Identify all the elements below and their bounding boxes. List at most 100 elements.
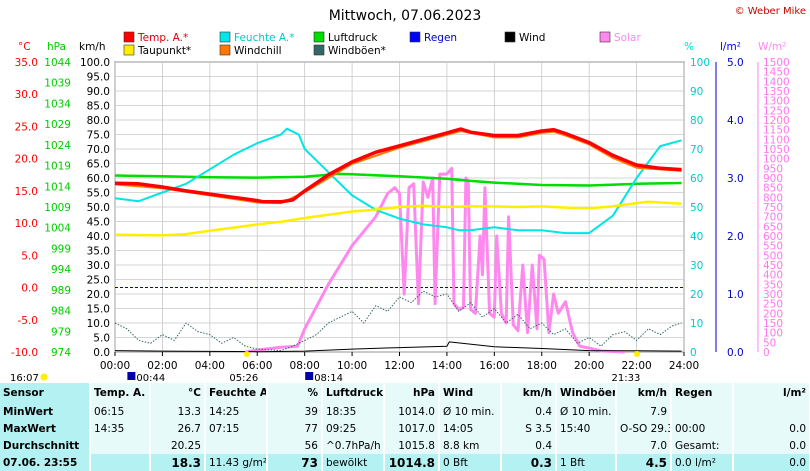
table-cell: 0.0 l/m²	[671, 454, 734, 471]
pressure-tick-label: 1039	[44, 78, 71, 90]
table-cell: 0.4	[501, 437, 557, 454]
wind-tick-label: 85.0	[87, 101, 110, 113]
table-cell: km/h	[501, 383, 557, 403]
sunrise-icon	[243, 351, 250, 357]
humidity-tick-label: 100	[690, 57, 710, 69]
solar-tick-label: 250	[763, 299, 783, 311]
table-cell: 0.0	[733, 420, 810, 437]
solar-tick-label: 1450	[763, 67, 790, 79]
wind-tick-label: 35.0	[87, 246, 110, 258]
sunrise-time: 05:26	[229, 373, 258, 383]
solar-tick-label: 900	[763, 173, 783, 185]
table-cell: 09:25	[322, 420, 385, 437]
solar-tick-label: 500	[763, 250, 783, 262]
table-cell: 0.4	[501, 403, 557, 420]
sun-marker-time: 08:14	[314, 373, 343, 383]
solar-tick-label: 700	[763, 212, 783, 224]
chart-legend: Temp. A.* Feuchte A.* Luftdruck Regen Wind So…	[123, 31, 641, 57]
solar-tick-label: 300	[763, 289, 783, 301]
pressure-tick-label: 1034	[44, 98, 71, 110]
wind-axis-unit: km/h	[79, 41, 106, 53]
legend-label: Wind	[519, 32, 545, 44]
humidity-axis-unit: %	[684, 41, 694, 53]
legend-swatch	[219, 31, 231, 43]
table-row: 07.06. 23:55 18.3 11.43 g/m² 73 bewölkt 1014.…	[0, 454, 810, 471]
temp-tick-label: 20.0	[15, 154, 38, 166]
solar-tick-label: 200	[763, 308, 783, 320]
table-cell	[733, 403, 810, 420]
series-windb-en	[114, 290, 682, 352]
pressure-tick-label: 974	[51, 347, 71, 359]
wind-tick-label: 45.0	[87, 217, 110, 229]
wind-tick-label: 60.0	[87, 173, 110, 185]
series-wind	[114, 341, 682, 353]
x-tick-label: 12:00	[384, 360, 414, 372]
x-tick-label: 00:00	[100, 360, 130, 372]
pressure-tick-label: 1024	[44, 140, 71, 152]
table-cell: bewölkt	[322, 454, 385, 471]
x-tick-label: 14:00	[432, 360, 462, 372]
rain-tick-label: 1.0	[727, 289, 744, 301]
chart-series	[114, 127, 682, 354]
rain-tick-label: 5.0	[727, 57, 744, 69]
pressure-tick-label: 979	[51, 326, 71, 338]
solar-tick-label: 450	[763, 260, 783, 272]
table-cell: 1 Bft	[556, 454, 617, 471]
legend-swatch	[123, 44, 135, 56]
solar-tick-label: 600	[763, 231, 783, 243]
solar-tick-label: 50	[763, 337, 776, 349]
table-cell: 18:35	[322, 403, 385, 420]
x-tick-label: 16:00	[479, 360, 509, 372]
table-cell: 1014.0	[384, 403, 440, 420]
solar-tick-label: 1100	[763, 134, 790, 146]
axis-units: °C hPa km/h% l/m² W/m²	[18, 41, 786, 53]
pressure-tick-label: 1009	[44, 202, 71, 214]
pressure-axis-unit: hPa	[47, 41, 66, 53]
table-cell: 18.3	[150, 454, 206, 471]
table-cell: 1017.0	[384, 420, 440, 437]
table-cell	[556, 437, 617, 454]
wind-tick-label: 75.0	[87, 130, 110, 142]
table-cell: O-SO 29.3	[616, 420, 672, 437]
rain-tick-label: 0.0	[727, 347, 744, 359]
series-feuchte-a	[114, 127, 682, 235]
humidity-tick-label: 10	[690, 318, 703, 330]
pressure-tick-label: 994	[51, 264, 71, 276]
legend-swatch	[313, 44, 325, 56]
solar-axis-unit: W/m²	[758, 41, 786, 53]
table-cell: 1015.8	[384, 437, 440, 454]
temp-tick-label: 10.0	[15, 218, 38, 230]
sunset-time: 21:33	[612, 373, 641, 383]
table-cell: S 3.5	[501, 420, 557, 437]
humidity-tick-label: 30	[690, 260, 703, 272]
solar-tick-label: 650	[763, 221, 783, 233]
table-cell: 14:05	[439, 420, 502, 437]
solar-tick-label: 750	[763, 202, 783, 214]
temp-tick-label: 0.0	[21, 283, 38, 295]
humidity-tick-label: 70	[690, 144, 703, 156]
series-luftdruck	[114, 172, 682, 187]
temp-tick-label: 35.0	[15, 57, 38, 69]
table-cell: 07:15	[205, 420, 268, 437]
table-cell: Luftdruck	[322, 383, 385, 403]
solar-tick-label: 850	[763, 183, 783, 195]
legend-swatch	[123, 31, 135, 43]
solar-tick-label: 150	[763, 318, 783, 330]
table-cell: 7.9	[616, 403, 672, 420]
chart-title: Mittwoch, 07.06.2023	[329, 8, 482, 24]
series-solar	[245, 166, 625, 354]
solar-tick-label: 1000	[763, 154, 790, 166]
x-tick-label: 24:00	[669, 360, 699, 372]
wind-tick-label: 10.0	[87, 318, 110, 330]
wind-tick-label: 100.0	[80, 57, 110, 69]
table-cell: Ø 10 min.	[439, 403, 502, 420]
humidity-tick-label: 60	[690, 173, 703, 185]
table-cell: Durchschnitt	[0, 437, 91, 454]
series-taupunkt	[114, 200, 682, 237]
temp-axis-unit: °C	[18, 41, 31, 53]
table-cell: Windböen	[556, 383, 617, 403]
solar-tick-label: 550	[763, 241, 783, 253]
table-cell: 0 Bft	[439, 454, 502, 471]
table-cell: %	[267, 383, 323, 403]
legend-label: Taupunkt*	[137, 45, 191, 57]
